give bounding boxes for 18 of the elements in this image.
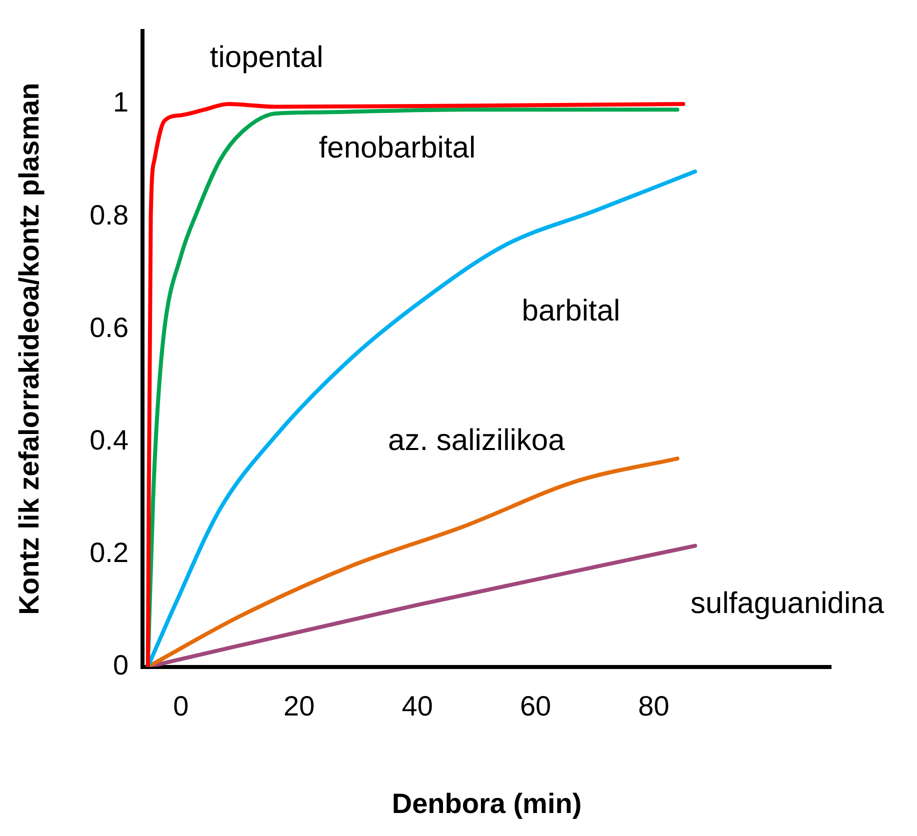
x-tick-label: 0 [173,690,189,722]
series-label: fenobarbital [318,131,476,164]
series-label: tiopental [210,41,324,74]
x-tick-label: 60 [520,690,552,722]
y-tick-label: 1 [112,86,129,118]
x-tick-label: 80 [638,690,670,722]
x-axis-title: Denbora (min) [392,788,582,819]
y-tick-label: 0 [112,650,129,681]
x-tick-label: 20 [284,690,315,722]
series-label: sulfaguanidina [690,587,884,620]
y-axis-title: Kontz lik zefalorrakideoa/kontz plasman [14,82,45,615]
y-tick-label: 0.2 [90,536,129,568]
y-tick-label: 0.4 [90,424,129,456]
x-tick-label: 40 [402,690,433,722]
y-tick-label: 0.6 [90,312,129,343]
series-label: barbital [522,294,620,328]
series-label: az. salizilikoa [388,424,566,457]
y-tick-label: 0.8 [90,199,129,230]
